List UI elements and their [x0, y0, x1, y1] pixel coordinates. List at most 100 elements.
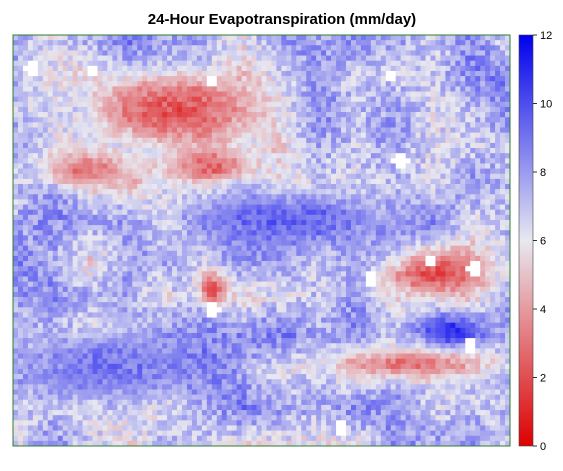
raster-cell: [336, 96, 342, 103]
raster-cell: [276, 137, 282, 144]
raster-cell: [455, 245, 461, 252]
raster-cell: [97, 204, 103, 211]
raster-cell: [142, 194, 148, 200]
raster-cell: [152, 266, 158, 272]
raster-cell: [440, 96, 446, 103]
raster-cell: [206, 106, 213, 113]
raster-cell: [430, 81, 436, 87]
raster-cell: [470, 86, 476, 92]
raster-cell: [316, 101, 322, 108]
raster-cell: [37, 153, 44, 159]
raster-cell: [47, 271, 54, 277]
raster-cell: [271, 158, 277, 164]
raster-cell: [127, 271, 133, 277]
raster-cell: [480, 101, 486, 108]
raster-cell: [37, 271, 44, 277]
raster-cell: [32, 209, 39, 216]
raster-cell: [177, 142, 183, 149]
raster-cell: [181, 204, 188, 211]
raster-cell: [112, 148, 118, 154]
raster-cell: [390, 65, 397, 72]
raster-cell: [112, 81, 118, 87]
raster-cell: [236, 276, 242, 282]
raster-cell: [57, 158, 64, 164]
raster-cell: [216, 286, 223, 293]
raster-cell: [206, 266, 213, 272]
raster-cell: [385, 76, 392, 82]
raster-cell: [112, 209, 118, 216]
raster-cell: [216, 127, 223, 133]
raster-cell: [201, 142, 208, 149]
raster-cell: [311, 219, 317, 226]
raster-cell: [231, 194, 237, 200]
raster-cell: [87, 101, 93, 108]
raster-cell: [370, 261, 377, 267]
raster-cell: [410, 168, 416, 175]
raster-cell: [271, 209, 277, 216]
raster-cell: [336, 214, 342, 221]
raster-cell: [365, 199, 372, 205]
raster-cell: [87, 122, 93, 128]
raster-cell: [132, 204, 138, 211]
raster-cell: [316, 86, 322, 92]
raster-cell: [22, 225, 29, 231]
raster-cell: [122, 183, 128, 190]
raster-cell: [191, 266, 198, 272]
raster-cell: [22, 245, 29, 252]
raster-cell: [13, 204, 19, 211]
raster-cell: [92, 271, 98, 277]
raster-cell: [92, 245, 98, 252]
raster-cell: [246, 137, 252, 144]
raster-cell: [181, 55, 188, 62]
raster-cell: [495, 106, 501, 113]
raster-cell: [485, 70, 491, 77]
raster-cell: [13, 214, 19, 221]
raster-cell: [355, 65, 362, 72]
raster-cell: [415, 158, 421, 164]
raster-cell: [480, 204, 486, 211]
raster-cell: [385, 194, 392, 200]
raster-cell: [216, 70, 223, 77]
raster-cell: [157, 122, 163, 128]
raster-cell: [316, 153, 322, 159]
raster-cell: [112, 168, 118, 175]
raster-cell: [82, 117, 88, 123]
raster-cell: [430, 60, 436, 67]
raster-cell: [350, 153, 357, 159]
raster-cell: [365, 65, 372, 72]
raster-cell: [246, 163, 252, 169]
raster-cell: [172, 86, 178, 92]
raster-cell: [72, 55, 78, 62]
raster-cell: [251, 35, 257, 41]
raster-cell: [331, 112, 337, 118]
raster-cell: [231, 261, 237, 267]
raster-cell: [57, 122, 64, 128]
raster-cell: [181, 35, 188, 41]
raster-cell: [13, 60, 19, 67]
raster-cell: [480, 266, 486, 272]
raster-cell: [172, 261, 178, 267]
raster-cell: [92, 91, 98, 97]
raster-cell: [216, 91, 223, 97]
raster-cell: [231, 132, 237, 139]
raster-cell: [211, 55, 218, 62]
raster-cell: [72, 70, 78, 77]
raster-cell: [445, 91, 451, 97]
raster-cell: [460, 225, 466, 231]
raster-cell: [395, 214, 402, 221]
raster-cell: [266, 240, 272, 246]
raster-cell: [37, 199, 44, 205]
raster-cell: [102, 204, 108, 211]
raster-cell: [400, 189, 406, 195]
raster-cell: [231, 225, 237, 231]
raster-cell: [485, 189, 491, 195]
raster-cell: [22, 271, 29, 277]
chart-title: 24-Hour Evapotranspiration (mm/day): [148, 11, 416, 28]
raster-cell: [480, 255, 486, 262]
raster-cell: [167, 91, 173, 97]
raster-cell: [97, 266, 103, 272]
raster-cell: [236, 35, 242, 41]
raster-cell: [107, 158, 113, 164]
raster-cell: [480, 250, 486, 257]
raster-cell: [112, 261, 118, 267]
